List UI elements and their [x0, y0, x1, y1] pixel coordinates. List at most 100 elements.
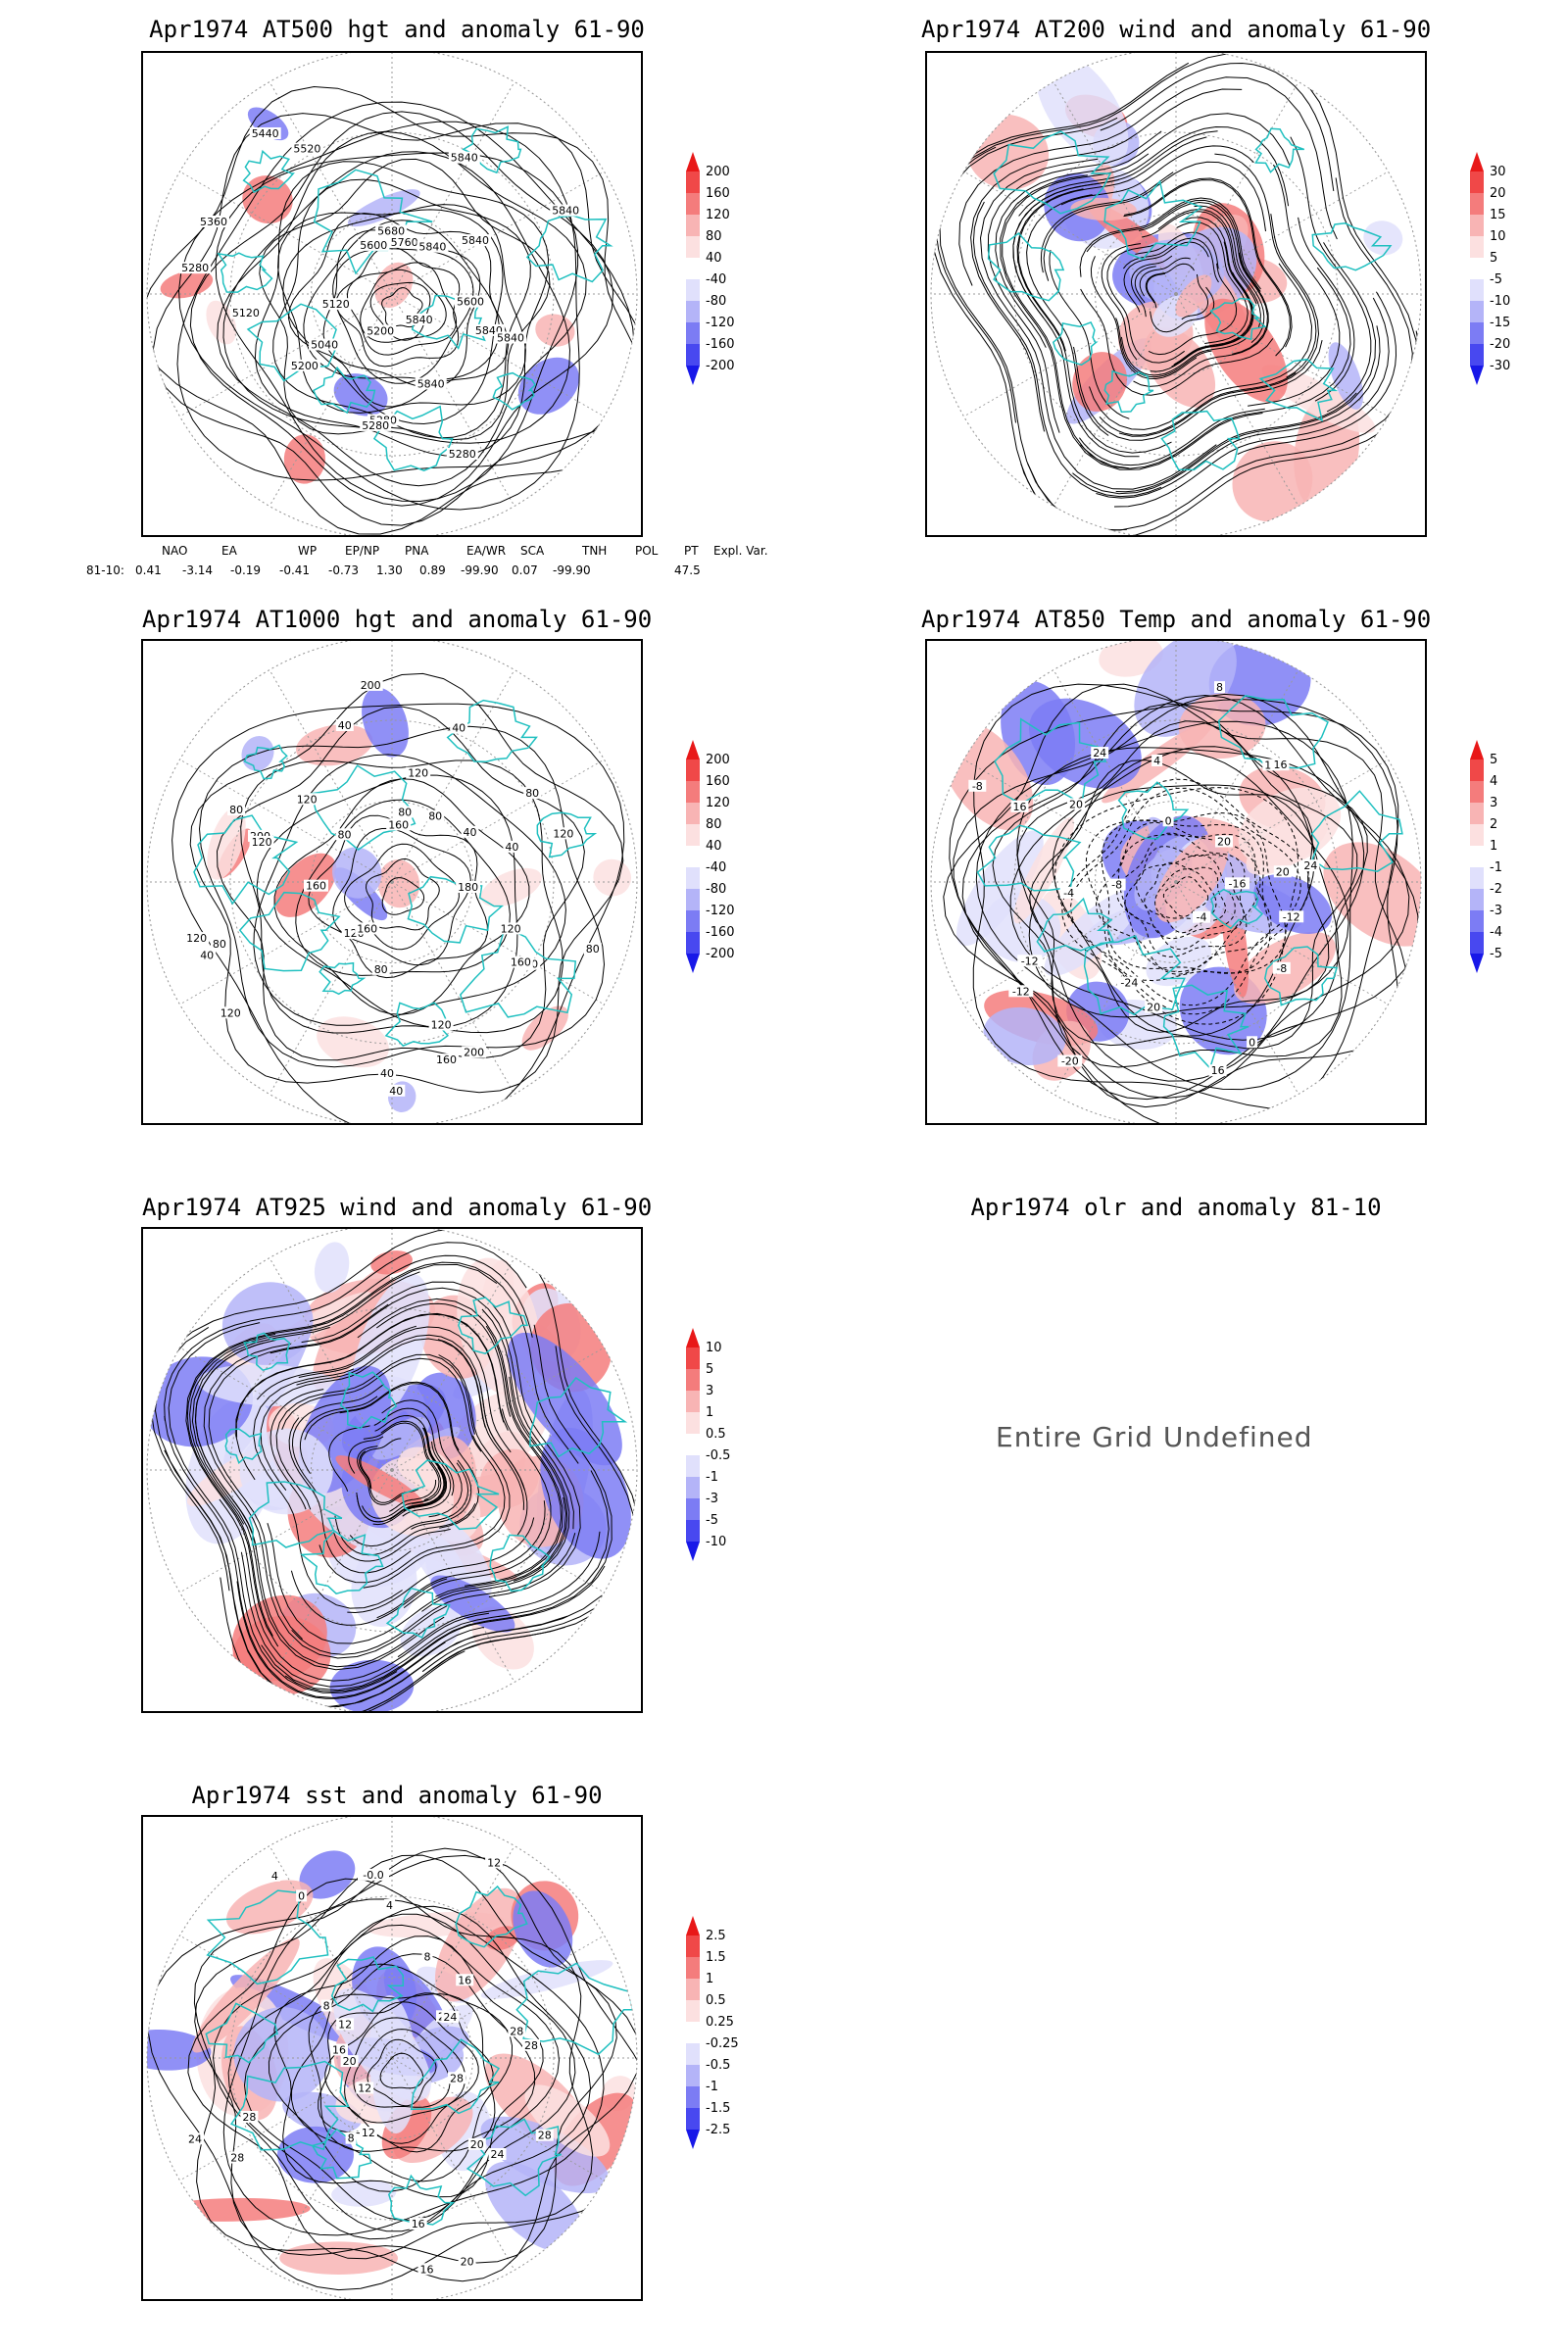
contour-label-bg [1273, 865, 1292, 878]
streamline [1124, 177, 1293, 348]
map-boundary [146, 1229, 638, 1711]
contour-label: 5840 [406, 314, 433, 326]
coastline [1310, 790, 1403, 872]
contour-label-bg [1193, 910, 1210, 923]
streamline [373, 1407, 455, 1496]
tele-header: EA/WR [466, 544, 507, 558]
coastline [525, 215, 613, 283]
streamline [1145, 263, 1195, 304]
contour-label: 200 [361, 679, 381, 692]
contour-line [272, 178, 531, 439]
polar-map-svg: 8012020016020016012040408012016012080401… [146, 641, 638, 1123]
contour-label: 20 [1147, 1002, 1160, 1014]
positive-anomaly-area [1232, 441, 1313, 522]
colorbar-tick-label: -0.5 [706, 1448, 731, 1463]
streamline [1134, 266, 1156, 304]
contour-label: 0 [1249, 1036, 1255, 1049]
negative-anomaly-area [299, 1850, 356, 1899]
meridian-line [179, 2057, 393, 2181]
meridian-line [1175, 81, 1299, 295]
colorbar-tick-label: 2 [1490, 817, 1498, 832]
streamline [168, 1322, 398, 1693]
contour-label: 120 [501, 922, 521, 935]
contour-line [318, 1992, 494, 2153]
contour-label: 80 [213, 938, 226, 951]
coastline [205, 2002, 278, 2064]
streamline [191, 1326, 445, 1671]
contour-label-bg [291, 142, 323, 155]
streamline [421, 1308, 570, 1612]
streamline [334, 1503, 476, 1556]
streamline [411, 1459, 472, 1530]
contour-label: -0.0 [363, 1869, 383, 1882]
tele-header: TNH [582, 544, 608, 558]
meridian-line [269, 81, 393, 295]
colorbar-tick-label: -1 [1490, 860, 1502, 875]
streamline [357, 1446, 404, 1505]
contour-label-bg [403, 313, 435, 325]
streamline [1173, 241, 1252, 366]
streamline [208, 1303, 389, 1640]
streamline [261, 1324, 612, 1691]
colorbar-segment [686, 1412, 700, 1434]
coastline [462, 125, 522, 174]
colorbar-segment [686, 322, 700, 344]
panel-title-sst: Apr1974 sst and anomaly 61-90 [191, 1782, 603, 1809]
coastline [1036, 897, 1114, 953]
colorbar-tick-label: 5 [1490, 753, 1498, 767]
colorbar-tick-label: 3 [706, 1384, 714, 1398]
positive-anomaly-area [485, 1926, 520, 1950]
polar-map-svg: -16 -12 -8 -4 0 16 20 -24 -20 -12 -12 -8 -4 -8 16 20 24 0… [930, 641, 1422, 1123]
meridian-line [963, 759, 1177, 883]
tele-value: 0.41 [135, 564, 162, 577]
contour-label-bg [375, 224, 408, 237]
coastline [976, 824, 1082, 892]
colorbar-segment [1470, 760, 1484, 781]
colorbar-tick-label: -40 [706, 860, 727, 875]
coastline [1162, 984, 1250, 1070]
contour-label-bg [458, 2255, 476, 2268]
contour-label-bg [1116, 976, 1142, 989]
negative-anomaly-area [314, 1242, 350, 1294]
contour-label: -4 [1197, 911, 1207, 924]
colorbar-200: 30 20 15 10 5 -5 -10 -15 -20 -30 [1470, 152, 1510, 446]
streamline [1120, 336, 1248, 376]
streamline [1002, 153, 1150, 469]
meridian-line [391, 759, 605, 883]
streamline [240, 1470, 610, 1688]
coastline [1264, 946, 1339, 1006]
contour-label-bg [1225, 877, 1250, 890]
coastline [217, 252, 273, 293]
colorbar-segment [686, 760, 700, 781]
colorbar-segment [686, 846, 700, 867]
negative-anomaly-area [480, 2116, 610, 2194]
streamline [1012, 130, 1218, 318]
coastline [410, 2038, 501, 2115]
positive-anomaly-area [524, 2084, 611, 2157]
colorbar-top-arrow [686, 1328, 700, 1348]
map-850: -16 -12 -8 -4 0 16 20 -24 -20 -12 -12 -8 -4 -8 16 20 24 0… [925, 639, 1427, 1125]
contour-label: 5280 [449, 448, 476, 461]
contour-label-bg [1091, 747, 1109, 760]
colorbar-segment [686, 172, 700, 193]
contour-label: 40 [464, 826, 477, 839]
positive-anomaly-area [192, 1937, 300, 2053]
colorbar-bottom-arrow [1470, 954, 1484, 973]
contour-label: 24 [188, 2132, 202, 2145]
coastline [224, 1428, 263, 1464]
contour-label: 5200 [291, 360, 318, 372]
streamline [1115, 392, 1357, 493]
contour-label: 5840 [451, 152, 478, 165]
map-boundary [930, 641, 1422, 1123]
streamline [357, 1298, 564, 1597]
coastline [385, 1587, 451, 1640]
contour-label: 180 [458, 881, 478, 894]
contour-label: 16 [420, 2263, 434, 2276]
positive-anomaly-area [283, 434, 326, 484]
contour-label-bg [455, 295, 486, 308]
streamline [1000, 174, 1263, 470]
contour-label-bg [448, 2072, 466, 2084]
colorbar-tick-label: 4 [1490, 774, 1498, 789]
colorbar-top-arrow [1470, 152, 1484, 172]
tele-header: NAO [162, 544, 188, 558]
